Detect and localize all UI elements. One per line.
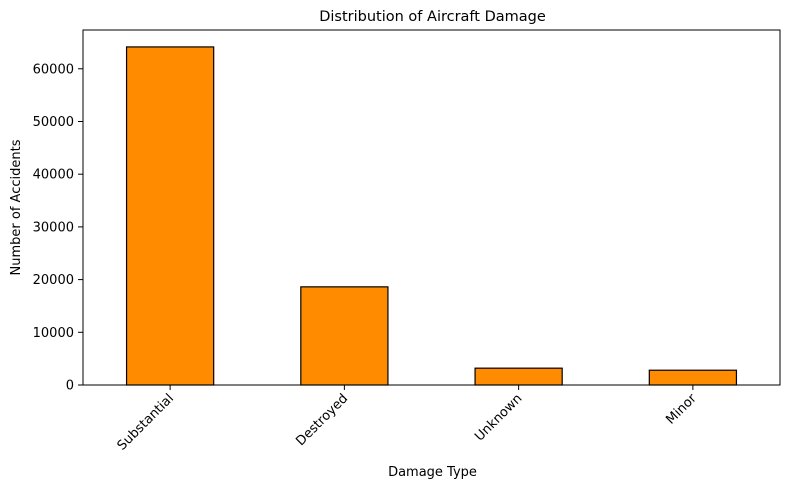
bar-minor (648, 369, 738, 386)
chart-title: Distribution of Aircraft Damage (319, 9, 546, 25)
y-axis: 0 10000 20000 30000 40000 50000 60000 (33, 62, 83, 394)
x-axis: Substantial Destroyed Unknown Minor (115, 385, 700, 454)
x-tick-label: Unknown (472, 391, 525, 444)
y-tick-label: 60000 (33, 62, 74, 77)
y-tick-label: 40000 (33, 168, 74, 183)
y-tick-label: 50000 (33, 115, 74, 130)
y-tick-label: 30000 (33, 220, 74, 235)
bar-unknown (474, 367, 563, 386)
y-tick-label: 10000 (33, 326, 74, 341)
plot-area-frame (82, 29, 781, 386)
y-tick-label: 0 (66, 379, 74, 394)
y-tick-label: 20000 (33, 273, 74, 288)
x-axis-label: Damage Type (388, 465, 477, 480)
bars-layer (125, 46, 738, 386)
x-tick-label: Minor (663, 391, 700, 428)
x-tick-label: Destroyed (293, 391, 351, 449)
x-tick-label: Substantial (115, 391, 177, 453)
y-axis-label: Number of Accidents (9, 139, 24, 275)
bar-substantial (125, 46, 215, 386)
bar-destroyed (300, 286, 389, 386)
